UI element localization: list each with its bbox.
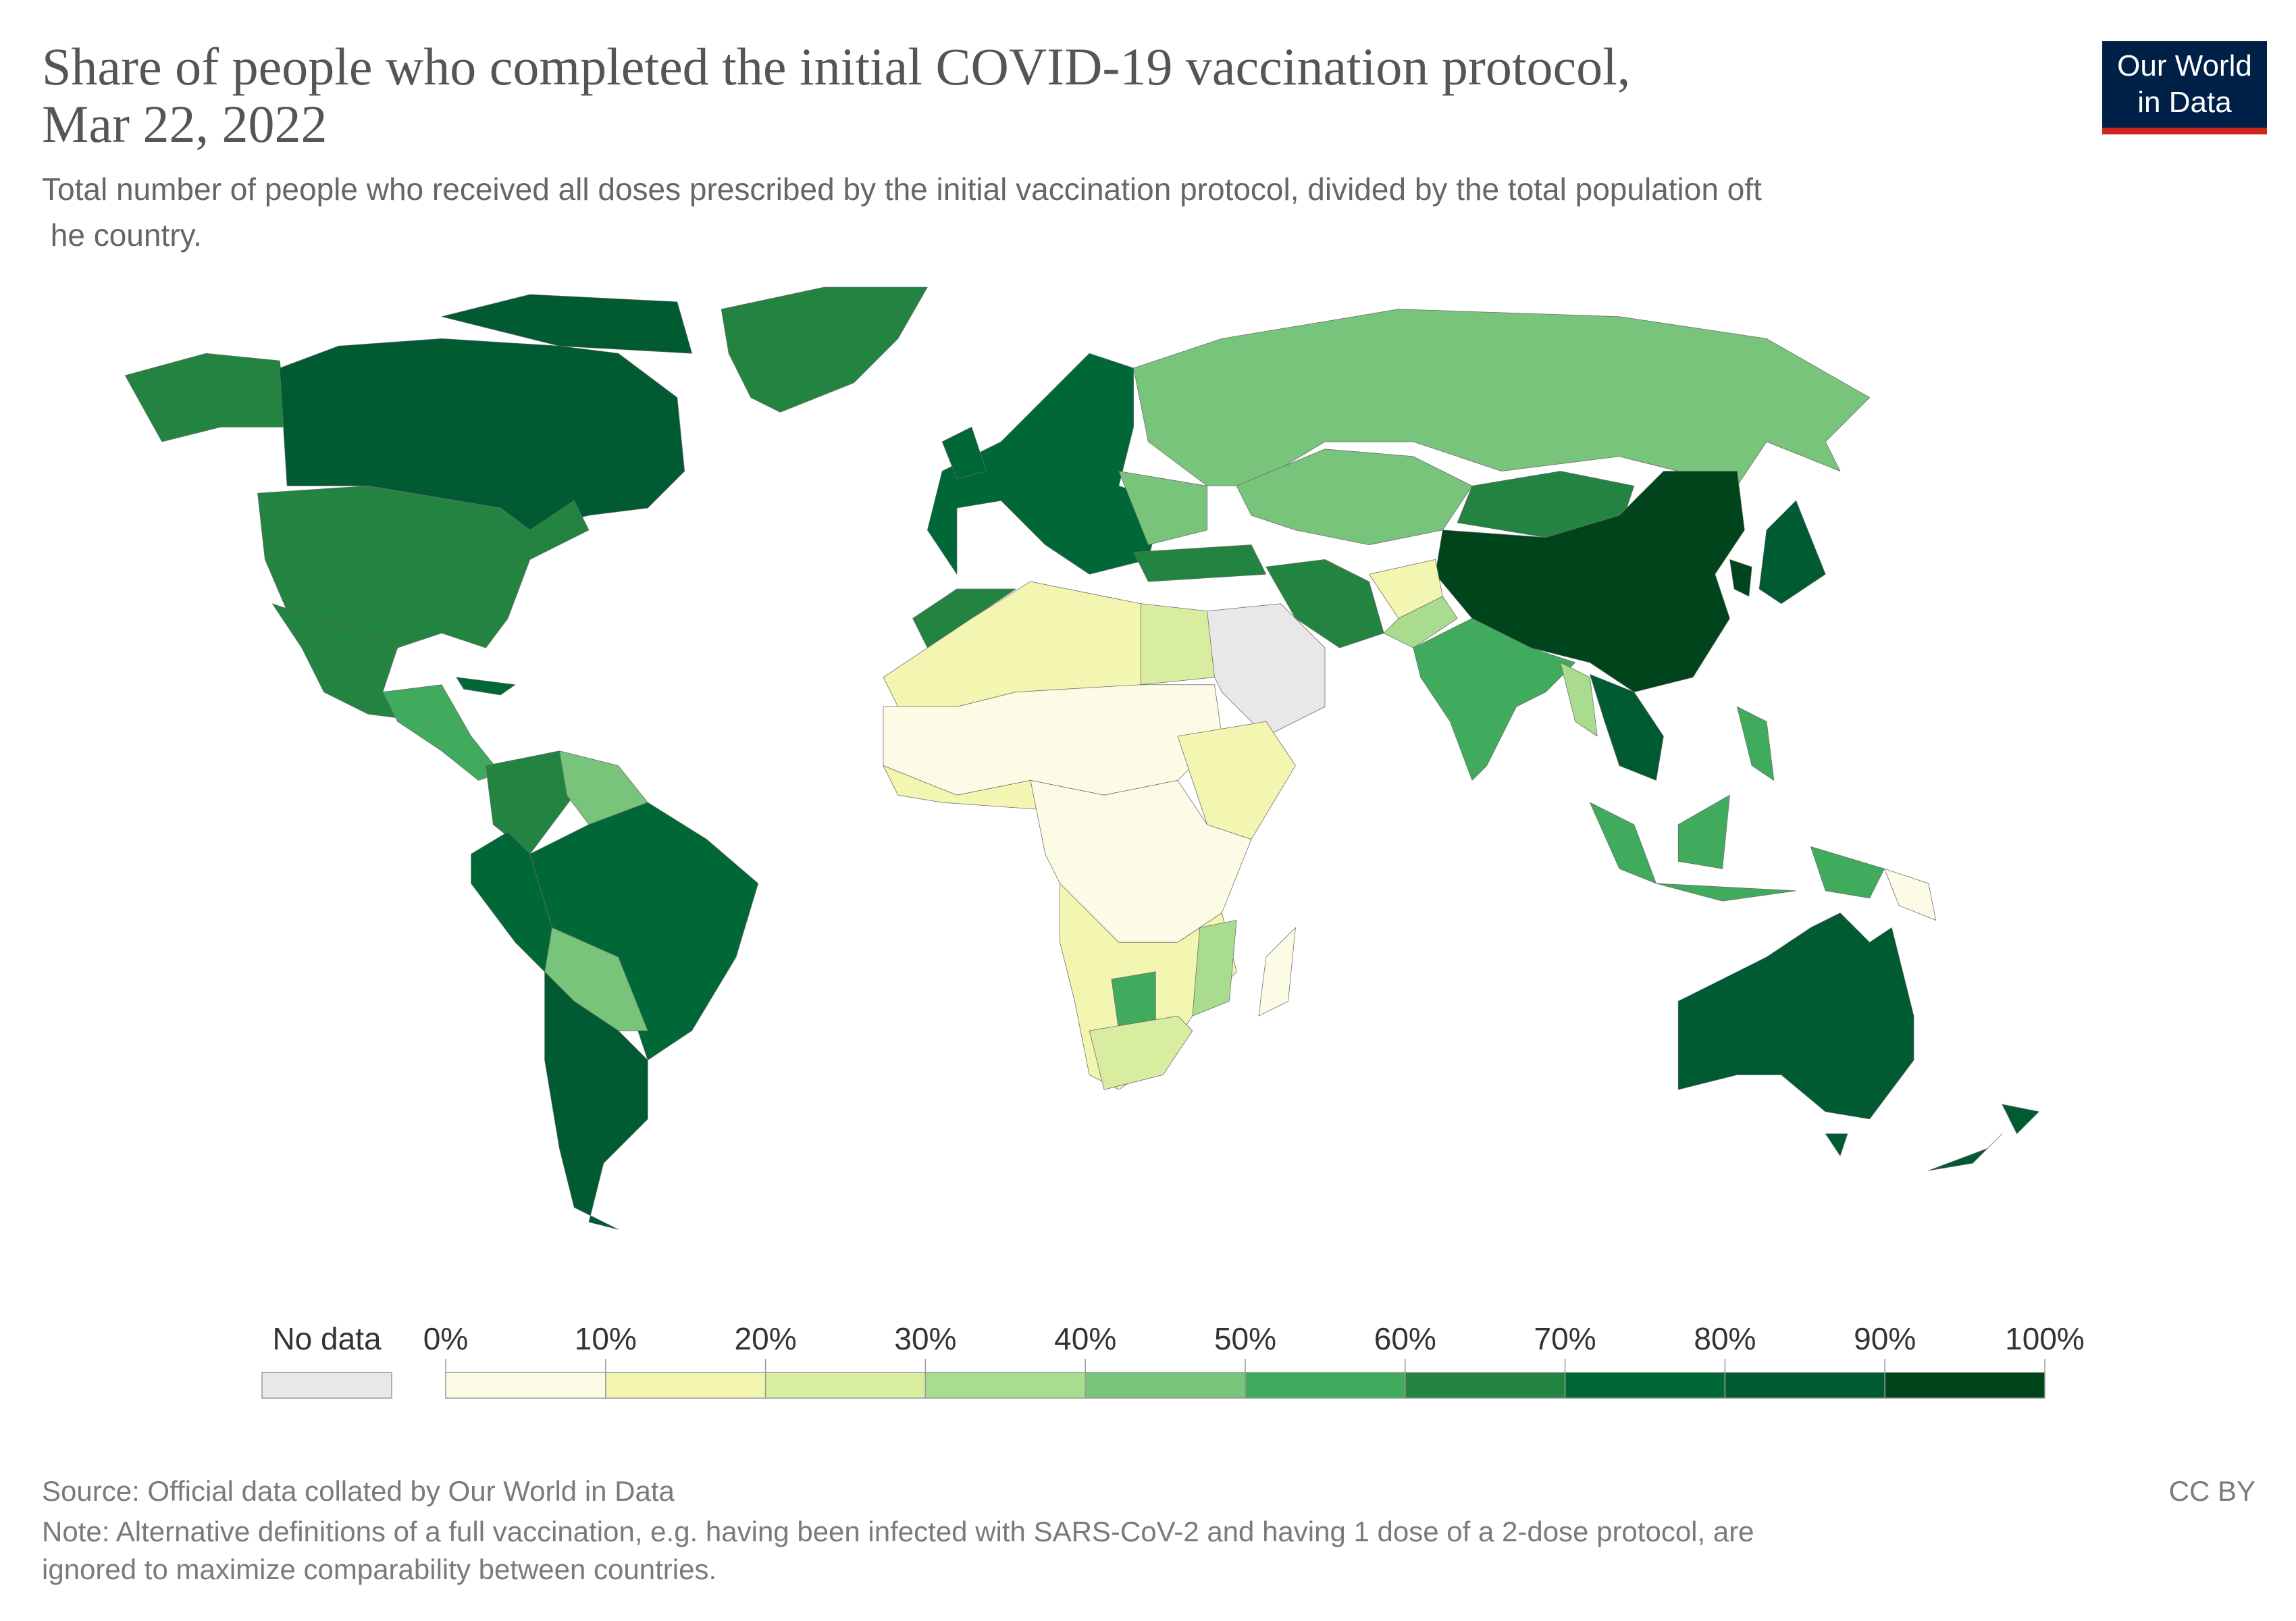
- country: [941, 426, 987, 479]
- legend-tick-label: 100%: [2005, 1321, 2085, 1356]
- note-line: Note: Alternative definitions of a full …: [42, 1516, 1754, 1547]
- subtitle-line: Total number of people who received all …: [42, 172, 1762, 207]
- source: Source: Official data collated by Our Wo…: [42, 1475, 675, 1507]
- legend-tick-label: 0%: [423, 1321, 468, 1356]
- legend-bin: [445, 1372, 606, 1399]
- logo-text: Our World: [2117, 49, 2252, 82]
- logo-bar: [2102, 128, 2267, 134]
- country: [1383, 596, 1458, 648]
- country: [1560, 662, 1598, 737]
- legend-bin: [924, 1372, 1086, 1399]
- country: [1133, 309, 1870, 486]
- country: [1413, 618, 1575, 781]
- country: [1177, 721, 1296, 840]
- country: [2002, 1104, 2039, 1134]
- country: [1590, 802, 1656, 884]
- legend-bin: [1405, 1372, 1566, 1399]
- country: [1737, 706, 1775, 781]
- country: [1729, 559, 1752, 597]
- country: [1677, 912, 1914, 1120]
- no-data-label: No data: [272, 1321, 382, 1356]
- legend-bin: [1085, 1372, 1246, 1399]
- legend-tick-label: 40%: [1054, 1321, 1116, 1356]
- legend-bin: [1724, 1372, 1885, 1399]
- legend-tick-label: 20%: [735, 1321, 797, 1356]
- country: [1825, 1133, 1848, 1156]
- legend-tick-label: 90%: [1854, 1321, 1916, 1356]
- country: [1656, 883, 1796, 902]
- legend-tick-label: 30%: [894, 1321, 956, 1356]
- legend-bin: [1245, 1372, 1406, 1399]
- legend-bin: [605, 1372, 766, 1399]
- legend-tick-label: 10%: [575, 1321, 637, 1356]
- legend-tick-label: 80%: [1694, 1321, 1756, 1356]
- world-map: [124, 286, 2039, 1230]
- country: [1590, 674, 1664, 781]
- title-line: Mar 22, 2022: [42, 95, 327, 153]
- legend-tick-label: 60%: [1374, 1321, 1436, 1356]
- no-data-swatch: [261, 1372, 392, 1399]
- legend-bin: [764, 1372, 927, 1399]
- note-line: ignored to maximize comparability betwee…: [42, 1553, 716, 1585]
- subtitle-line: he country.: [42, 217, 202, 253]
- logo-text: in Data: [2137, 86, 2232, 119]
- country: [1133, 544, 1267, 582]
- country: [1118, 471, 1207, 545]
- country: [1141, 603, 1215, 686]
- legend-tick-label: 70%: [1534, 1321, 1596, 1356]
- license: CC BY: [2169, 1475, 2255, 1507]
- country: [912, 588, 1016, 648]
- country: [486, 750, 575, 854]
- country: [544, 971, 648, 1230]
- legend-bin: [1564, 1372, 1726, 1399]
- country: [1884, 868, 1937, 921]
- legend-bin: [1884, 1372, 2045, 1399]
- country: [1758, 500, 1826, 604]
- country: [456, 677, 516, 696]
- country: [441, 294, 692, 354]
- logo-box: [2102, 41, 2267, 128]
- logo: Our World in Data: [2102, 41, 2267, 134]
- country: [1258, 927, 1296, 1017]
- country: [124, 353, 288, 442]
- country: [1089, 1015, 1193, 1090]
- legend-tick-label: 50%: [1214, 1321, 1276, 1356]
- country: [382, 684, 501, 781]
- country: [1192, 920, 1237, 1017]
- title-line: Share of people who completed the initia…: [42, 37, 1630, 96]
- country: [1677, 794, 1730, 869]
- country: [1810, 846, 1885, 899]
- country: [1928, 1133, 2003, 1171]
- country: [721, 286, 928, 413]
- legend: No data 0% 10% 20% 30% 40% 50% 60% 70% 80% 90% 100…: [261, 1321, 2085, 1399]
